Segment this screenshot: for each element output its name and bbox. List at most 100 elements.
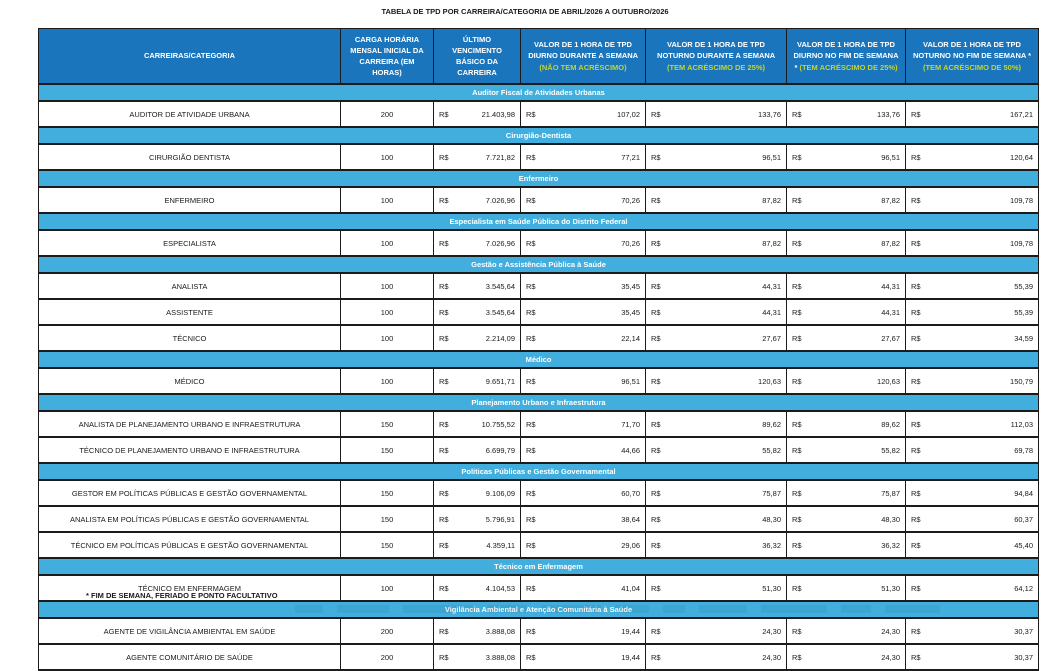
money-wrap: R$ 44,31 — [788, 275, 905, 297]
currency-symbol: R$ — [911, 307, 921, 317]
currency-symbol: R$ — [911, 376, 921, 386]
money-cell: R$ 120,63 — [645, 367, 787, 395]
money-cell: R$ 36,32 — [786, 531, 906, 559]
money-wrap: R$ 7.026,96 — [435, 189, 520, 211]
amount: 29,06 — [621, 540, 640, 550]
money-wrap: R$ 4.359,11 — [435, 534, 520, 556]
money-wrap: R$ 120,63 — [647, 370, 786, 392]
hours-cell: 100 — [340, 574, 434, 602]
money-cell: R$ 64,12 — [905, 574, 1039, 602]
table-body: Auditor Fiscal de Atividades Urbanas AUDI… — [38, 83, 1039, 671]
currency-symbol: R$ — [792, 445, 802, 455]
money-wrap: R$ 6.699,79 — [435, 439, 520, 461]
amount: 7.026,96 — [485, 238, 515, 248]
money-cell: R$ 109,78 — [905, 229, 1039, 257]
amount: 94,84 — [1014, 488, 1033, 498]
money-cell: R$ 94,84 — [905, 479, 1039, 507]
money-cell: R$ 77,21 — [520, 143, 646, 171]
section-row: Cirurgião-Dentista — [38, 126, 1039, 145]
currency-symbol: R$ — [651, 626, 661, 636]
currency-symbol: R$ — [439, 652, 449, 662]
career-cell: TÉCNICO EM ENFERMAGEM — [38, 574, 341, 602]
money-wrap: R$ 96,51 — [647, 146, 786, 168]
currency-symbol: R$ — [792, 152, 802, 162]
amount: 64,12 — [1014, 583, 1033, 593]
amount: 27,67 — [762, 333, 781, 343]
money-wrap: R$ 9.106,09 — [435, 482, 520, 504]
amount: 75,87 — [762, 488, 781, 498]
money-wrap: R$ 3.888,08 — [435, 620, 520, 642]
column-header-label: VALOR DE 1 HORA DE TPD NOTURNO NO FIM DE… — [912, 40, 1032, 61]
amount: 38,64 — [621, 514, 640, 524]
currency-symbol: R$ — [526, 376, 536, 386]
money-cell: R$ 87,82 — [645, 186, 787, 214]
amount: 55,82 — [762, 445, 781, 455]
hours-cell: 150 — [340, 410, 434, 438]
currency-symbol: R$ — [526, 307, 536, 317]
currency-symbol: R$ — [792, 281, 802, 291]
money-cell: R$ 35,45 — [520, 272, 646, 300]
currency-symbol: R$ — [526, 109, 536, 119]
amount: 3.545,64 — [485, 281, 515, 291]
currency-symbol: R$ — [439, 376, 449, 386]
table-header: CARREIRAS/CATEGORIA CARGA HORÁRIA MENSAL … — [38, 28, 1039, 85]
money-cell: R$ 30,37 — [905, 617, 1039, 645]
table-row: TÉCNICO DE PLANEJAMENTO URBANO E INFRAES… — [38, 436, 1039, 464]
currency-symbol: R$ — [911, 652, 921, 662]
money-cell: R$ 3.888,08 — [433, 617, 521, 645]
amount: 112,03 — [1010, 419, 1033, 429]
money-cell: R$ 35,45 — [520, 298, 646, 326]
money-wrap: R$ 96,51 — [788, 146, 905, 168]
hours-cell: 100 — [340, 298, 434, 326]
money-cell: R$ 7.721,82 — [433, 143, 521, 171]
amount: 7.721,82 — [485, 152, 515, 162]
column-header-tpd-diurno-fim-de-semana: VALOR DE 1 HORA DE TPD DIURNO NO FIM DE … — [786, 28, 906, 85]
amount: 133,76 — [758, 109, 781, 119]
footnote: * FIM DE SEMANA, FERIADO E PONTO FACULTA… — [86, 591, 278, 600]
career-cell: AGENTE COMUNITÁRIO DE SAÚDE — [38, 643, 341, 671]
money-cell: R$ 75,87 — [645, 479, 787, 507]
currency-symbol: R$ — [439, 626, 449, 636]
money-wrap: R$ 120,64 — [907, 146, 1038, 168]
money-cell: R$ 6.699,79 — [433, 436, 521, 464]
money-wrap: R$ 55,82 — [788, 439, 905, 461]
money-cell: R$ 55,82 — [786, 436, 906, 464]
currency-symbol: R$ — [439, 488, 449, 498]
amount: 71,70 — [621, 419, 640, 429]
career-cell: ANALISTA — [38, 272, 341, 300]
column-header-accent: (TEM ACRÉSCIMO DE 25%) — [799, 62, 898, 72]
money-wrap: R$ 44,66 — [522, 439, 645, 461]
section-row: Auditor Fiscal de Atividades Urbanas — [38, 83, 1039, 102]
money-wrap: R$ 87,82 — [788, 232, 905, 254]
money-wrap: R$ 44,31 — [647, 275, 786, 297]
money-cell: R$ 3.545,64 — [433, 298, 521, 326]
currency-symbol: R$ — [439, 109, 449, 119]
money-cell: R$ 24,30 — [645, 617, 787, 645]
amount: 36,32 — [881, 540, 900, 550]
hours-cell: 100 — [340, 186, 434, 214]
amount: 55,82 — [881, 445, 900, 455]
amount: 2.214,09 — [485, 333, 515, 343]
career-cell: TÉCNICO DE PLANEJAMENTO URBANO E INFRAES… — [38, 436, 341, 464]
amount: 35,45 — [621, 307, 640, 317]
amount: 19,44 — [621, 652, 640, 662]
currency-symbol: R$ — [651, 238, 661, 248]
money-cell: R$ 36,32 — [645, 531, 787, 559]
money-wrap: R$ 41,04 — [522, 577, 645, 599]
amount: 48,30 — [762, 514, 781, 524]
currency-symbol: R$ — [651, 652, 661, 662]
money-wrap: R$ 3.888,08 — [435, 646, 520, 668]
currency-symbol: R$ — [651, 333, 661, 343]
money-wrap: R$ 55,82 — [647, 439, 786, 461]
money-wrap: R$ 77,21 — [522, 146, 645, 168]
money-wrap: R$ 45,40 — [907, 534, 1038, 556]
amount: 120,63 — [758, 376, 781, 386]
money-cell: R$ 133,76 — [786, 100, 906, 128]
money-wrap: R$ 51,30 — [647, 577, 786, 599]
amount: 34,59 — [1014, 333, 1033, 343]
currency-symbol: R$ — [651, 583, 661, 593]
amount: 44,31 — [881, 281, 900, 291]
currency-symbol: R$ — [651, 376, 661, 386]
currency-symbol: R$ — [526, 488, 536, 498]
amount: 75,87 — [881, 488, 900, 498]
